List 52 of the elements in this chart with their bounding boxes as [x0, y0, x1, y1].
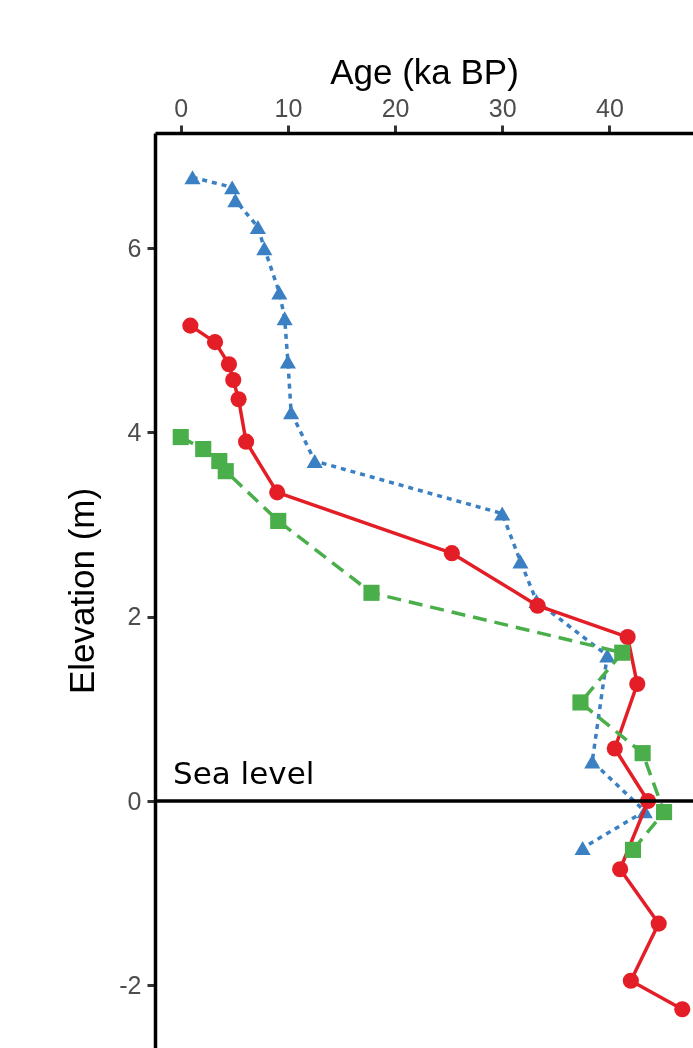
- point: [172, 429, 189, 446]
- point: [606, 740, 623, 757]
- point: [622, 972, 639, 989]
- y-tick-label: 2: [127, 602, 142, 631]
- point: [656, 804, 673, 821]
- point: [574, 841, 591, 856]
- point: [256, 241, 273, 256]
- point: [227, 193, 244, 208]
- point: [619, 628, 636, 646]
- x-tick-label: 0: [174, 93, 189, 122]
- point: [271, 285, 288, 300]
- point: [238, 433, 255, 450]
- y-tick-label: 0: [127, 786, 142, 815]
- y-tick-label: -2: [119, 970, 142, 999]
- point: [217, 463, 234, 480]
- ref-line-label: Sea level: [173, 755, 315, 792]
- point: [269, 484, 286, 501]
- point: [270, 512, 287, 529]
- point: [224, 180, 241, 195]
- y-tick-label: 6: [127, 233, 142, 262]
- point: [612, 861, 629, 878]
- point: [512, 554, 529, 569]
- point: [614, 644, 631, 661]
- point: [629, 675, 646, 693]
- x-tick-label: 20: [381, 93, 410, 122]
- point: [182, 317, 199, 334]
- point: [306, 454, 323, 469]
- point: [584, 754, 601, 769]
- point: [225, 371, 242, 388]
- x-tick-label: 10: [274, 93, 303, 122]
- point: [220, 356, 238, 373]
- point: [634, 745, 651, 762]
- point: [443, 545, 460, 562]
- y-tick-label: 4: [127, 417, 142, 446]
- point: [279, 354, 296, 369]
- x-axis-title: Age (ka BP): [330, 51, 519, 91]
- point: [230, 391, 247, 408]
- point: [283, 405, 300, 420]
- point: [494, 506, 511, 521]
- x-tick-label: 30: [488, 93, 517, 122]
- point: [206, 334, 224, 351]
- point: [674, 1001, 691, 1018]
- point: [276, 311, 293, 326]
- point: [195, 441, 212, 458]
- point: [572, 694, 589, 711]
- point: [624, 841, 642, 858]
- point: [249, 220, 266, 234]
- point: [650, 915, 667, 932]
- point: [363, 584, 380, 601]
- y-axis-title: Elevation (m): [62, 487, 102, 695]
- x-tick-label: 40: [596, 93, 624, 122]
- point: [184, 170, 201, 185]
